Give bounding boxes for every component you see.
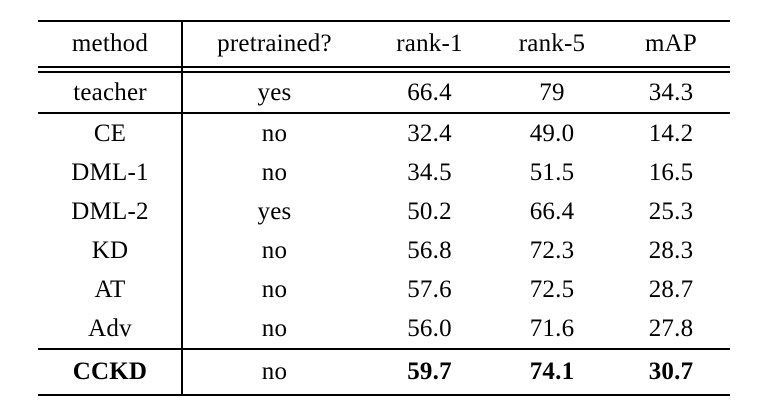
rule-double-under-header bbox=[38, 66, 730, 73]
cell-method: AT bbox=[94, 275, 126, 303]
table-header-row: method pretrained? rank-1 rank-5 mAP bbox=[38, 22, 730, 66]
table-row-kd: KD no 56.8 72.3 28.3 bbox=[38, 231, 730, 270]
cell-rank5: 79 bbox=[539, 78, 565, 106]
cell-pretrained: no bbox=[261, 358, 288, 385]
cell-rank1: 57.6 bbox=[407, 275, 452, 303]
cell-rank5: 72.3 bbox=[529, 236, 575, 264]
table-row-cckd: CCKD no 59.7 74.1 30.7 bbox=[38, 350, 730, 394]
header-cell-rank5: rank-5 bbox=[518, 30, 586, 57]
rule-above-cckd bbox=[38, 348, 730, 350]
cell-pretrained: yes bbox=[257, 197, 292, 225]
vertical-divider-method-column bbox=[181, 20, 183, 396]
cell-method: DML-1 bbox=[71, 158, 149, 186]
table-row-dml2: DML-2 yes 50.2 66.4 25.3 bbox=[38, 192, 730, 231]
cell-method: CE bbox=[93, 119, 127, 147]
cell-rank5: 51.5 bbox=[529, 158, 575, 186]
cell-method: DML-2 bbox=[71, 197, 149, 225]
rule-top bbox=[38, 20, 730, 22]
cell-rank1: 50.2 bbox=[407, 197, 452, 225]
cell-rank1: 56.8 bbox=[407, 236, 452, 264]
rule-under-teacher bbox=[38, 112, 730, 114]
cell-map: 14.2 bbox=[648, 119, 694, 147]
cell-pretrained: yes bbox=[257, 78, 292, 106]
cell-map: 30.7 bbox=[648, 358, 694, 385]
cell-rank5: 74.1 bbox=[529, 358, 575, 385]
cell-map: 28.3 bbox=[648, 236, 694, 264]
table-row-at: AT no 57.6 72.5 28.7 bbox=[38, 270, 730, 309]
cell-map: 28.7 bbox=[648, 275, 694, 303]
header-cell-map: mAP bbox=[644, 30, 697, 57]
table-row-teacher: teacher yes 66.4 79 34.3 bbox=[38, 73, 730, 112]
cell-map: 25.3 bbox=[648, 197, 694, 225]
cell-rank1: 34.5 bbox=[407, 158, 452, 186]
cell-map: 27.8 bbox=[648, 314, 694, 342]
cell-pretrained: no bbox=[261, 119, 288, 147]
table-row-ce: CE no 32.4 49.0 14.2 bbox=[38, 114, 730, 153]
cell-method: KD bbox=[91, 236, 129, 264]
cell-map: 16.5 bbox=[648, 158, 694, 186]
cell-pretrained: no bbox=[261, 275, 288, 303]
cell-rank5: 71.6 bbox=[529, 314, 575, 342]
cell-method: CCKD bbox=[72, 358, 148, 385]
cell-rank5: 49.0 bbox=[529, 119, 575, 147]
results-table: method pretrained? rank-1 rank-5 mAP tea… bbox=[38, 20, 730, 396]
cell-pretrained: no bbox=[261, 158, 288, 186]
cell-method: teacher bbox=[73, 78, 147, 106]
cell-rank1: 56.0 bbox=[407, 314, 452, 342]
cell-rank1: 66.4 bbox=[407, 78, 452, 106]
header-cell-rank1: rank-1 bbox=[396, 30, 463, 57]
cell-map: 34.3 bbox=[648, 78, 694, 106]
header-cell-pretrained: pretrained? bbox=[217, 30, 332, 57]
header-cell-method: method bbox=[71, 30, 149, 57]
table-row-adv: Adv no 56.0 71.6 27.8 bbox=[38, 309, 730, 348]
cell-method: Adv bbox=[88, 314, 132, 342]
cell-rank5: 72.5 bbox=[529, 275, 575, 303]
cell-pretrained: no bbox=[261, 314, 288, 342]
cell-pretrained: no bbox=[261, 236, 288, 264]
table-row-dml1: DML-1 no 34.5 51.5 16.5 bbox=[38, 153, 730, 192]
cell-rank1: 59.7 bbox=[407, 358, 452, 385]
cell-rank1: 32.4 bbox=[407, 119, 452, 147]
rule-bottom bbox=[38, 394, 730, 396]
cell-rank5: 66.4 bbox=[529, 197, 575, 225]
